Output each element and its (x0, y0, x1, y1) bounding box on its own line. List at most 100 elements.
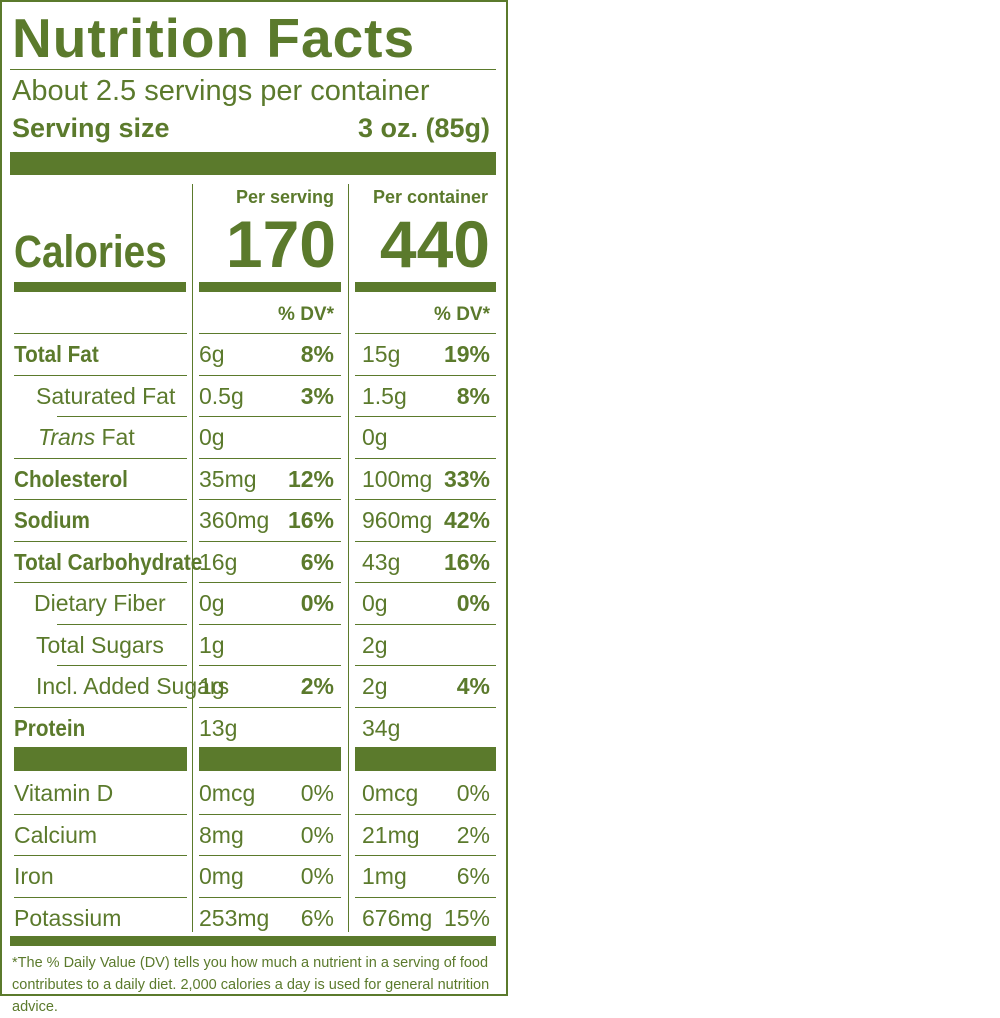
container-amount: 0g (362, 424, 388, 450)
container-dv: 4% (456, 673, 490, 699)
per-container-header: Per container (372, 187, 488, 207)
serving-dv: 12% (287, 466, 334, 492)
row-divider (14, 541, 187, 542)
container-amount: 960mg (362, 507, 433, 533)
label-title: Nutrition Facts (12, 7, 416, 69)
nutrient-name: Protein (14, 715, 86, 741)
nutrient-name: Calcium (14, 822, 98, 848)
serving-amount: 0.5g (199, 383, 244, 409)
row-divider (355, 897, 496, 898)
serving-size-value: 3 oz. (85g) (357, 113, 490, 143)
row-divider (355, 665, 496, 666)
serving-amount: 8mg (199, 822, 244, 848)
row-divider (355, 499, 496, 500)
serving-amount: 6g (199, 341, 225, 367)
serving-amount: 13g (199, 715, 238, 741)
serving-amount: 360mg (199, 507, 270, 533)
serving-dv: 0% (300, 863, 334, 889)
bottom-bar (10, 936, 496, 946)
row-divider (355, 855, 496, 856)
row-divider (14, 375, 187, 376)
nutrition-facts-label: Nutrition Facts About 2.5 servings per c… (0, 0, 508, 1015)
container-amount: 0mcg (362, 780, 419, 806)
thick-divider (10, 152, 496, 175)
dv-header-serving: % DV* (278, 304, 334, 325)
divider (10, 69, 496, 70)
nutrient-name: Dietary Fiber (34, 590, 166, 616)
row-divider (57, 416, 187, 417)
nutrient-name: Total Carbohydrate (14, 549, 203, 575)
nutrient-name: Incl. Added Sugars (36, 673, 230, 699)
row-divider (14, 458, 187, 459)
row-divider (355, 333, 496, 334)
row-divider (199, 541, 341, 542)
container-amount: 0g (362, 590, 388, 616)
container-amount: 100mg (362, 466, 433, 492)
nutrient-name: Iron (14, 863, 54, 889)
column-divider (192, 184, 193, 932)
serving-dv: 16% (287, 507, 334, 533)
container-dv: 19% (443, 341, 490, 367)
nutrient-name-rest: Fat (95, 424, 135, 450)
serving-dv: 0% (300, 590, 334, 616)
footnote: *The % Daily Value (DV) tells you how mu… (12, 955, 490, 1015)
container-dv: 2% (456, 822, 490, 848)
container-amount: 15g (362, 341, 401, 367)
row-divider (199, 814, 341, 815)
row-divider (57, 665, 187, 666)
calories-label: Calories (14, 226, 167, 277)
row-divider (14, 333, 187, 334)
calories-per-container: 440 (379, 207, 490, 281)
container-dv: 8% (456, 383, 490, 409)
row-divider (14, 582, 187, 583)
serving-dv: 0% (300, 780, 334, 806)
serving-amount: 253mg (199, 905, 270, 931)
serving-amount: 0g (199, 424, 225, 450)
row-divider (57, 624, 187, 625)
container-dv: 15% (443, 905, 490, 931)
row-divider (199, 624, 341, 625)
row-divider (199, 582, 341, 583)
nutrient-name: Potassium (14, 905, 122, 931)
container-amount: 1mg (362, 863, 407, 889)
nutrient-name: Trans Fat (38, 422, 135, 452)
nutrient-name: Vitamin D (14, 780, 114, 806)
row-divider (14, 499, 187, 500)
row-divider (14, 814, 187, 815)
row-divider (199, 333, 341, 334)
nutrient-name: Saturated Fat (36, 383, 176, 409)
serving-amount: 1g (199, 673, 225, 699)
container-dv: 6% (456, 863, 490, 889)
container-dv: 16% (443, 549, 490, 575)
serving-amount: 1g (199, 632, 225, 658)
serving-amount: 0mg (199, 863, 244, 889)
container-amount: 1.5g (362, 383, 407, 409)
serving-amount: 0mcg (199, 780, 256, 806)
serving-size-label: Serving size (12, 113, 170, 143)
row-divider (14, 707, 187, 708)
row-divider (199, 375, 341, 376)
row-divider (14, 897, 187, 898)
serving-amount: 16g (199, 549, 238, 575)
row-divider (14, 855, 187, 856)
container-amount: 2g (362, 632, 388, 658)
nutrient-name-italic: Trans (38, 424, 96, 450)
row-divider (355, 375, 496, 376)
container-dv: 33% (443, 466, 490, 492)
row-divider (355, 707, 496, 708)
per-serving-header: Per serving (235, 187, 334, 207)
calories-per-serving: 170 (225, 207, 336, 281)
row-divider (199, 416, 341, 417)
section-bar (355, 747, 496, 771)
serving-dv: 3% (300, 383, 334, 409)
serving-amount: 35mg (199, 466, 257, 492)
container-dv: 0% (456, 780, 490, 806)
nutrient-name: Total Fat (14, 341, 99, 367)
row-divider (199, 855, 341, 856)
serving-dv: 6% (300, 905, 334, 931)
calories-bar (199, 282, 341, 292)
column-divider (348, 184, 349, 932)
section-bar (199, 747, 341, 771)
row-divider (199, 458, 341, 459)
container-amount: 34g (362, 715, 401, 741)
